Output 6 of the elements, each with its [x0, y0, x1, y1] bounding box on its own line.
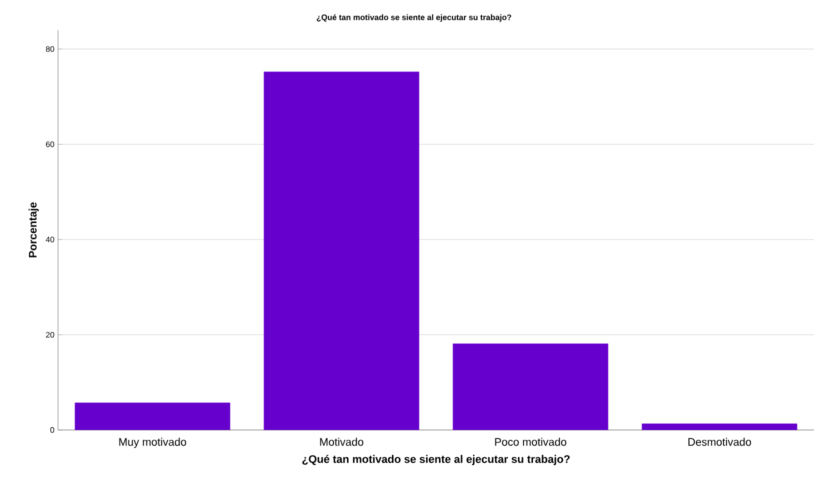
x-tick-label: Motivado	[320, 438, 364, 446]
x-tick-label: Poco motivado	[495, 438, 566, 446]
x-tick-label: Desmotivado	[688, 438, 752, 446]
y-axis-title: Porcentaje	[28, 202, 39, 258]
x-tick-label: Muy motivado	[119, 438, 186, 448]
x-axis-title: ¿Qué tan motivado se siente al ejecutar su trabajo?	[302, 454, 570, 466]
